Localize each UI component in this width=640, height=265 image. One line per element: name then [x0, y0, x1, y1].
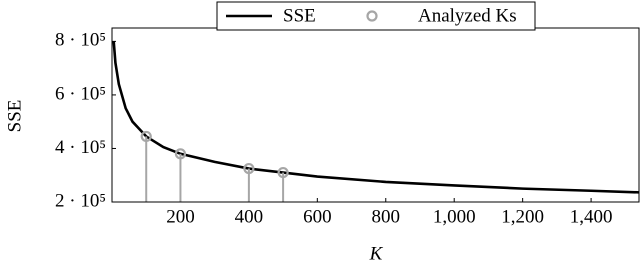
x-tick-label: 1,000 — [433, 206, 476, 227]
legend-label: SSE — [283, 5, 316, 26]
analyzed-point — [140, 130, 152, 143]
y-tick-label: 4 · 10⁵ — [55, 137, 106, 158]
y-tick-label: 6 · 10⁵ — [55, 83, 106, 104]
y-tick-label: 8 · 10⁵ — [55, 30, 106, 51]
x-tick-label: 600 — [303, 206, 332, 227]
analyzed-point — [277, 166, 289, 179]
analyzed-point — [174, 148, 187, 160]
legend-label: Analyzed Ks — [418, 5, 517, 26]
legend-marker — [366, 10, 378, 22]
analyzed-point — [243, 162, 255, 175]
plot-frame — [111, 27, 640, 203]
x-tick-label: 200 — [166, 206, 195, 227]
y-tick-label: 2 · 10⁵ — [55, 190, 106, 211]
y-axis-label: SSE — [4, 100, 25, 133]
x-tick-label: 1,400 — [570, 206, 613, 227]
x-tick-label: 800 — [372, 206, 401, 227]
x-tick-label: 400 — [235, 206, 264, 227]
sse-line — [112, 41, 640, 194]
x-axis-label: K — [369, 243, 384, 264]
x-tick-label: 1,200 — [501, 206, 544, 227]
